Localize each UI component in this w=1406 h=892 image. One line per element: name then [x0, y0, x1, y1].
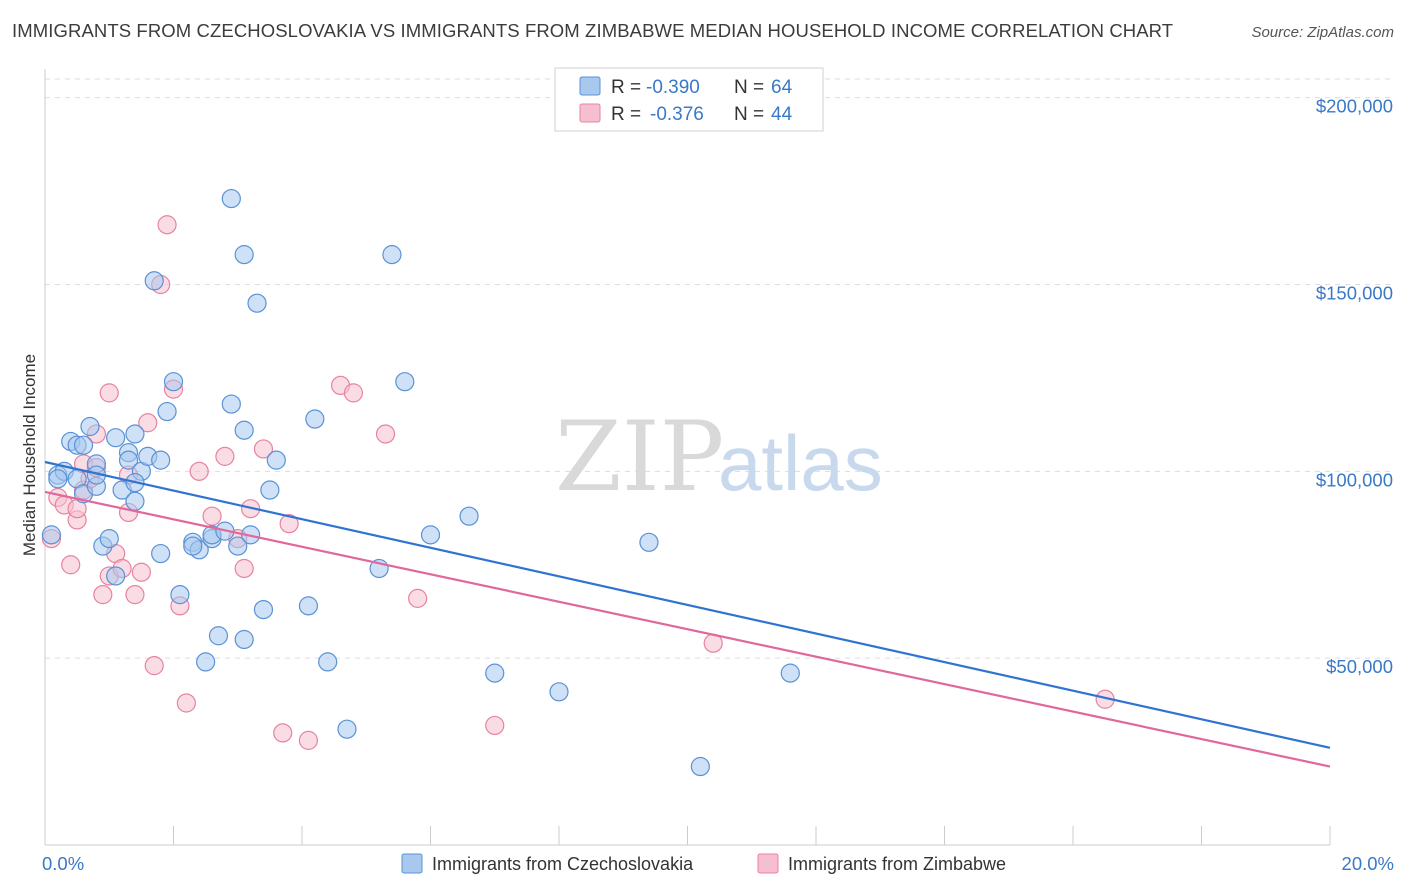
- zimbabwe-point: [215, 446, 235, 466]
- y-axis-label: Median Household Income: [20, 354, 39, 556]
- bottom-legend-label-czechoslovakia: Immigrants from Czechoslovakia: [432, 854, 694, 874]
- axes: [44, 69, 1331, 846]
- czechoslovakia-point: [125, 424, 145, 444]
- czechoslovakia-point: [183, 536, 203, 556]
- czechoslovakia-point: [221, 188, 241, 209]
- y-tick-label: $150,000: [1316, 283, 1393, 304]
- zimbabwe-point: [279, 514, 299, 534]
- czechoslovakia-point: [151, 543, 171, 564]
- zimbabwe-point: [125, 585, 145, 605]
- czechoslovakia-point: [41, 525, 62, 545]
- czechoslovakia-point: [318, 652, 338, 672]
- czechoslovakia-point: [260, 480, 280, 500]
- legend-n-value-2: 44: [771, 104, 793, 125]
- y-tick-label: $50,000: [1326, 656, 1393, 677]
- zimbabwe-point: [61, 555, 81, 575]
- czechoslovakia-point: [780, 663, 800, 683]
- series-czechoslovakia-points: [41, 188, 800, 777]
- czechoslovakia-point: [170, 585, 190, 605]
- y-tick-labels: $50,000 $100,000 $150,000 $200,000: [1316, 96, 1393, 677]
- correlation-legend: R = -0.390 N = 64 R = -0.376 N = 44: [554, 67, 824, 132]
- czechoslovakia-point: [208, 626, 229, 646]
- series-legend: Immigrants from Czechoslovakia Immigrant…: [401, 853, 1006, 874]
- czechoslovakia-point: [266, 450, 286, 470]
- zimbabwe-point: [99, 383, 119, 403]
- czechoslovakia-point: [144, 271, 164, 291]
- czechoslovakia-point: [163, 372, 184, 392]
- zimbabwe-point: [202, 506, 222, 526]
- czechoslovakia-point: [157, 401, 177, 422]
- bottom-legend-swatch-czechoslovakia: [401, 853, 423, 874]
- czechoslovakia-point: [298, 596, 319, 616]
- czechoslovakia-point: [118, 450, 139, 470]
- czechoslovakia-point: [639, 532, 659, 552]
- czechoslovakia-point: [485, 663, 505, 683]
- czechoslovakia-point: [48, 469, 68, 489]
- zimbabwe-point: [253, 439, 274, 459]
- chart-title: IMMIGRANTS FROM CZECHOSLOVAKIA VS IMMIGR…: [12, 20, 1174, 41]
- zimbabwe-point: [234, 558, 254, 579]
- czechoslovakia-point: [106, 566, 126, 586]
- czechoslovakia-point: [196, 652, 216, 672]
- czechoslovakia-point: [99, 528, 119, 549]
- zimbabwe-point: [189, 461, 209, 481]
- legend-r-value-1: -0.390: [646, 77, 700, 98]
- legend-r-value-2: -0.376: [650, 104, 704, 125]
- czechoslovakia-point: [382, 245, 402, 265]
- legend-swatch-zimbabwe: [579, 103, 601, 123]
- legend-n-label-2: N =: [734, 104, 764, 125]
- czechoslovakia-point: [80, 416, 100, 437]
- legend-n-value-1: 64: [771, 77, 793, 98]
- zimbabwe-point: [298, 730, 319, 750]
- czechoslovakia-point: [690, 756, 710, 777]
- legend-swatch-czechoslovakia: [579, 76, 601, 96]
- legend-r-label-2: R =: [611, 104, 641, 125]
- legend-n-label-1: N =: [734, 77, 764, 98]
- trend-line-czechoslovakia: [44, 460, 1331, 749]
- zimbabwe-point: [144, 656, 164, 676]
- czechoslovakia-point: [151, 450, 171, 470]
- czechoslovakia-point: [228, 536, 248, 556]
- zimbabwe-point: [408, 588, 428, 608]
- watermark-zip: ZIP: [555, 401, 724, 513]
- czechoslovakia-point: [234, 629, 254, 650]
- czechoslovakia-point: [459, 506, 479, 526]
- x-tick-label: 0.0%: [42, 853, 84, 874]
- zimbabwe-point: [93, 585, 113, 605]
- czechoslovakia-point: [305, 409, 325, 429]
- czechoslovakia-point: [395, 372, 415, 392]
- trend-line-zimbabwe: [44, 490, 1331, 768]
- czechoslovakia-point: [106, 428, 126, 448]
- x-tick-label: 20.0%: [1342, 853, 1394, 874]
- y-tick-label: $100,000: [1316, 469, 1393, 490]
- czechoslovakia-point: [234, 420, 254, 440]
- x-tick-labels: 0.0% 20.0%: [42, 853, 1394, 874]
- y-tick-label: $200,000: [1316, 96, 1393, 117]
- zimbabwe-point: [375, 424, 396, 444]
- watermark: ZIP atlas: [555, 401, 883, 513]
- zimbabwe-point: [343, 383, 363, 403]
- czechoslovakia-point: [221, 394, 241, 414]
- czechoslovakia-point: [337, 719, 357, 739]
- czechoslovakia-point: [247, 293, 267, 313]
- bottom-legend-label-zimbabwe: Immigrants from Zimbabwe: [788, 854, 1006, 874]
- zimbabwe-point: [273, 723, 293, 743]
- czechoslovakia-point: [125, 491, 145, 511]
- legend-r-label-1: R =: [611, 77, 641, 98]
- zimbabwe-point: [138, 413, 158, 433]
- czechoslovakia-point: [253, 599, 274, 620]
- czechoslovakia-point: [549, 682, 569, 702]
- czechoslovakia-point: [420, 525, 441, 545]
- zimbabwe-point: [157, 215, 177, 235]
- zimbabwe-point: [131, 562, 151, 582]
- watermark-atlas: atlas: [718, 419, 883, 507]
- zimbabwe-point: [176, 693, 196, 713]
- zimbabwe-point: [485, 715, 505, 736]
- source-note: Source: ZipAtlas.com: [1251, 24, 1394, 41]
- czechoslovakia-point: [234, 245, 254, 265]
- bottom-legend-swatch-zimbabwe: [757, 853, 779, 874]
- czechoslovakia-point: [73, 435, 94, 455]
- trend-lines: [44, 460, 1331, 768]
